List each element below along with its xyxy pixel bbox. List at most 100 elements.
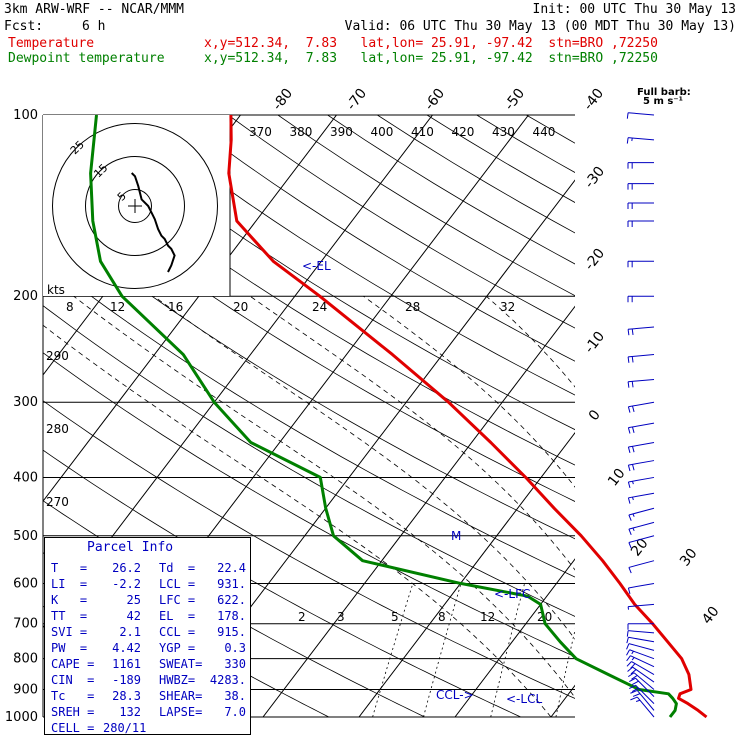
mixing-ratio-line: [372, 583, 414, 717]
wind-barb-500: [628, 535, 655, 549]
hodograph-trace: [130, 172, 176, 273]
speed-label-16: 16: [168, 300, 183, 314]
hodograph-ring: [85, 156, 185, 256]
pressure-label-200: 200: [13, 289, 38, 304]
parcel-info-cell: 0.3: [224, 641, 246, 655]
wind-barb-350: [627, 442, 655, 454]
parcel-info-cell: 26.2: [112, 561, 141, 575]
wind-barb-flag: [631, 381, 634, 388]
wind-barb-flag: [626, 630, 629, 637]
wind-barb-flag: [628, 567, 632, 574]
moist-adiabat: [363, 295, 575, 488]
wind-barb-375: [627, 460, 655, 472]
isotherm-label--80: -80: [270, 86, 297, 114]
wind-barb-flag: [626, 649, 631, 656]
hodograph-ring: [52, 123, 218, 289]
mixing-ratio-label-12: 12: [480, 610, 495, 624]
legend-dewpoint-info: x,y=512.34, 7.83 lat,lon= 25.91, -97.42 …: [204, 51, 658, 66]
init-time: Init: 00 UTC Thu 30 May 13: [532, 2, 737, 17]
parcel-info-cell: TT =: [51, 609, 88, 623]
dry-adiabat: [43, 169, 575, 502]
mixing-ratio-line: [692, 583, 714, 717]
wind-barb-flag: [627, 427, 631, 434]
parcel-info-cell: Td =: [159, 561, 196, 575]
parcel-info-cell: CIN =: [51, 673, 95, 687]
wind-barb-staff: [633, 672, 655, 690]
wind-barb-750: [626, 636, 655, 644]
wind-barb-flag: [631, 680, 639, 685]
parcel-info-cell: SHEAR=: [159, 689, 203, 703]
dry-adiabat: [426, 115, 575, 203]
annotation-lfc: <-LFC: [494, 587, 530, 601]
speed-label-8: 8: [66, 300, 74, 314]
wind-barb-1000: [630, 696, 655, 718]
parcel-info-cell: K =: [51, 593, 88, 607]
parcel-info-cell: Tc =: [51, 689, 95, 703]
wind-barb-flag: [627, 356, 630, 363]
isotherm-line: [358, 431, 575, 717]
pressure-label-700: 700: [13, 617, 38, 632]
wind-barb-staff: [628, 476, 655, 483]
wind-barb-flag: [630, 696, 638, 701]
wind-barb-staff: [631, 661, 655, 675]
wind-barb-475: [628, 521, 655, 535]
forecast-hour: 6 h: [82, 19, 106, 34]
parcel-info-cell: 622.: [217, 593, 246, 607]
dry-adiabat: [227, 115, 575, 329]
wind-barb-275: [627, 378, 655, 388]
wind-barb-flag: [628, 672, 635, 678]
isotherm-label--30: -30: [582, 164, 609, 192]
pressure-label-1000: 1000: [5, 710, 38, 725]
parcel-info-cell: -2.2: [112, 577, 141, 591]
wind-barb-flag: [628, 542, 632, 549]
wind-label-line1: Full barb:: [637, 87, 691, 98]
wind-barb-850: [626, 661, 655, 675]
temperature-trace: [227, 114, 708, 719]
wind-barb-staff: [628, 582, 655, 589]
dry-adiabat: [128, 115, 575, 396]
isotherm-label-30: 30: [677, 546, 701, 570]
parcel-info-cell: 28.3: [112, 689, 141, 703]
wind-barb-120: [627, 162, 654, 169]
parcel-info-cell: 915.: [217, 625, 246, 639]
wind-barb-flag: [630, 690, 638, 694]
isotherm-label-0: 0: [586, 407, 604, 424]
wind-barb-925: [629, 677, 655, 697]
wind-barb-225: [627, 326, 655, 336]
wind-barb-400: [627, 476, 655, 488]
parcel-info-cell: 2.1: [119, 625, 141, 639]
wind-barb-staff: [628, 422, 655, 429]
wind-barb-staff: [629, 649, 655, 660]
pressure-label-100: 100: [13, 108, 38, 123]
parcel-info-cell: 132: [119, 705, 141, 719]
legend-temperature-info: x,y=512.34, 7.83 lat,lon= 25.91, -97.42 …: [204, 36, 658, 51]
annotation-ccl: CCL->: [436, 688, 474, 702]
theta-label-440: 440: [533, 125, 556, 139]
wind-barb-staff: [635, 677, 655, 697]
theta-label-430: 430: [492, 125, 515, 139]
wind-barb-staff: [632, 666, 655, 683]
dry-adiabat: [43, 259, 575, 578]
wind-barb-flag: [632, 405, 635, 413]
wind-barb-650: [627, 603, 655, 610]
wind-barb-600: [627, 582, 655, 594]
parcel-info-cell: T =: [51, 561, 88, 575]
wind-barb-flag: [632, 693, 641, 697]
wind-barb-175: [627, 260, 654, 268]
wind-barb-300: [627, 401, 655, 413]
wind-label-line2: 5 m s⁻¹: [643, 96, 683, 107]
wind-barb-staff: [628, 401, 655, 408]
wind-barb-875: [627, 666, 655, 683]
isotherm-line: [647, 115, 740, 717]
dry-adiabat: [43, 400, 575, 699]
wind-barb-staff: [628, 603, 655, 608]
wind-barb-flag: [627, 464, 631, 472]
dry-adiabat: [178, 115, 575, 362]
dry-adiabat: [43, 352, 575, 658]
isotherm-label--70: -70: [344, 86, 371, 114]
wind-barb-halfflag: [632, 496, 634, 501]
parcel-info-panel: Parcel Info T = 26.2 Td = 22.4 LI = -2.2 LCL =…: [44, 537, 251, 735]
wind-barb-flag: [631, 687, 639, 692]
pressure-label-900: 900: [13, 682, 38, 697]
isotherm-label--20: -20: [582, 246, 609, 274]
